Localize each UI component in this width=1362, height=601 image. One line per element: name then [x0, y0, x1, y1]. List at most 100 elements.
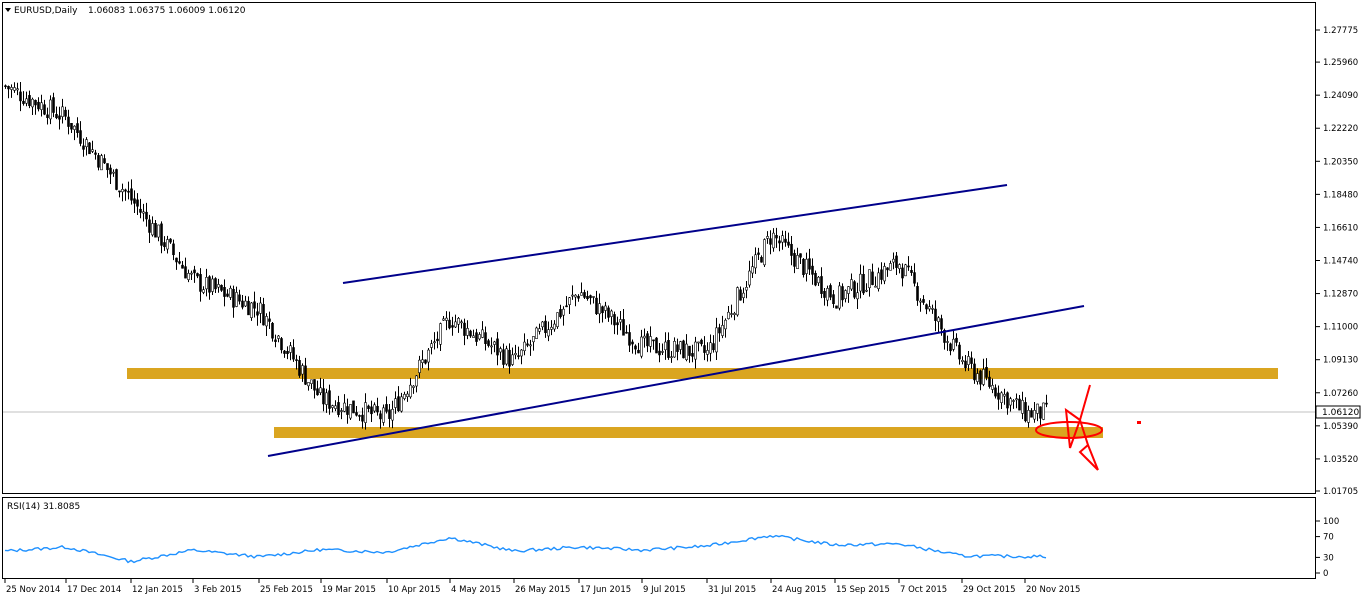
price-tick-label: 1.22220 [1323, 124, 1358, 134]
candle-body [316, 388, 319, 396]
candle-body [799, 253, 802, 258]
candle-body [724, 319, 727, 330]
candle-body [409, 384, 412, 398]
candle-body [439, 323, 442, 345]
candle-body [883, 266, 886, 282]
candle-body [328, 390, 331, 409]
candle-body [652, 339, 655, 342]
candle-body [175, 257, 178, 263]
candle-body [613, 314, 616, 326]
candle-body [832, 294, 835, 305]
candle-body [19, 91, 22, 102]
candle-body [382, 407, 385, 423]
candle-body [460, 321, 463, 324]
candle-body [604, 305, 607, 311]
candle-body [910, 270, 913, 273]
candle-body [151, 223, 154, 236]
candles[interactable] [4, 81, 1048, 430]
candle-body [667, 340, 670, 358]
candle-body [466, 328, 469, 336]
main-pane-frame [2, 2, 1316, 494]
candle-body [778, 240, 781, 244]
trendlines[interactable] [267, 184, 1085, 457]
collapse-triangle-icon[interactable] [5, 8, 11, 12]
candle-body [601, 306, 604, 314]
candle-body [907, 265, 910, 268]
candle-body [25, 98, 28, 104]
candle-body [529, 344, 532, 347]
candle-body [514, 353, 517, 356]
candle-body [679, 341, 682, 350]
candle-body [262, 304, 265, 326]
annotation-dot [1137, 421, 1141, 424]
candle-body [124, 189, 127, 192]
support-zone [274, 427, 1103, 438]
channel-top-line[interactable] [342, 184, 1008, 284]
candle-body [451, 325, 454, 328]
candle-body [811, 265, 814, 275]
candle-body [1000, 392, 1003, 403]
candle-body [364, 402, 367, 423]
candle-body [217, 284, 220, 288]
price-zones [127, 368, 1278, 438]
candle-body [511, 354, 514, 365]
rsi-pane-frame [2, 497, 1316, 579]
candle-body [703, 345, 706, 353]
candle-body [265, 316, 268, 327]
candle-body [169, 238, 172, 243]
candle-body [385, 404, 388, 412]
candle-body [895, 255, 898, 268]
candle-body [319, 387, 322, 394]
candle-body [586, 295, 589, 300]
candle-body [178, 261, 181, 264]
candle-body [187, 273, 190, 280]
candle-body [97, 155, 100, 168]
rsi-tick-label: 30 [1323, 553, 1334, 563]
candle-body [67, 116, 70, 127]
candle-body [580, 292, 583, 296]
candle-body [760, 256, 763, 263]
time-tick-label: 25 Feb 2015 [260, 585, 313, 595]
candle-body [664, 341, 667, 351]
candle-body [484, 332, 487, 344]
candle-body [211, 278, 214, 292]
candle-body [985, 367, 988, 378]
candle-body [157, 224, 160, 238]
channel-bottom-line[interactable] [267, 305, 1085, 457]
candle-body [805, 258, 808, 274]
candle-body [556, 312, 559, 327]
candle-body [160, 223, 163, 246]
current-price-badge: 1.06120 [1315, 405, 1361, 419]
candle-body [397, 396, 400, 411]
time-tick-label: 15 Sep 2015 [836, 585, 890, 595]
candle-body [733, 313, 736, 315]
candle-body [58, 115, 61, 120]
candle-body [103, 158, 106, 164]
price-tick-label: 1.16610 [1323, 223, 1358, 233]
candle-body [154, 223, 157, 238]
candle-body [862, 274, 865, 294]
candle-body [82, 145, 85, 150]
candle-body [571, 294, 574, 297]
candle-body [700, 339, 703, 345]
candle-body [742, 292, 745, 298]
candle-body [877, 272, 880, 289]
candle-body [196, 273, 199, 277]
rsi-line[interactable] [4, 534, 1047, 564]
candle-body [526, 343, 529, 346]
candle-body [337, 402, 340, 415]
candle-body [463, 322, 466, 336]
candle-body [634, 345, 637, 350]
candle-body [418, 359, 421, 373]
candle-body [850, 279, 853, 290]
candle-body [172, 243, 175, 256]
main-pane [3, 81, 1315, 471]
candle-body [763, 239, 766, 266]
candle-body [202, 289, 205, 293]
time-tick-label: 24 Aug 2015 [772, 585, 826, 595]
candle-body [37, 101, 40, 110]
candle-body [808, 258, 811, 270]
candle-body [913, 272, 916, 284]
candle-body [424, 359, 427, 364]
candle-body [349, 404, 352, 419]
